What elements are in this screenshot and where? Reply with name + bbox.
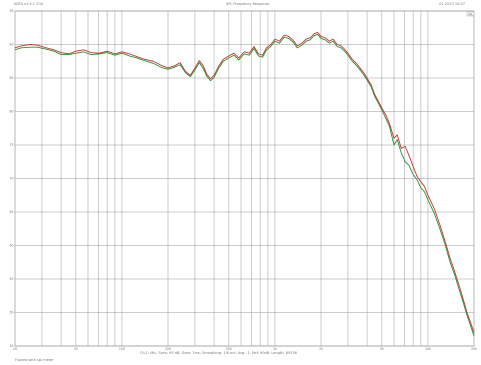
y-tick-label: 50 (9, 311, 13, 315)
y-tick-label: 45 (9, 344, 13, 348)
y-tick-label: 65 (9, 210, 13, 214)
x-tick-label: 20k (471, 347, 477, 351)
x-tick-label: 5k (380, 347, 384, 351)
x-tick-label: 100 (119, 347, 125, 351)
y-tick-label: 60 (9, 244, 13, 248)
y-tick-label: 85 (9, 76, 13, 80)
x-tick-label: 50 (74, 347, 78, 351)
legend-box (466, 11, 475, 17)
series-lines (14, 31, 475, 337)
x-tick-label: 1k (273, 347, 277, 351)
y-tick-label: 75 (9, 143, 13, 147)
chart-title: SPL Frequency Response (226, 2, 270, 6)
x-tick-label: 10k (425, 347, 431, 351)
x-tick-label: 20 (13, 347, 17, 351)
y-tick-label: 55 (9, 277, 13, 281)
y-tick-label: 90 (9, 43, 13, 47)
header-left-text: ARTA v1.9.1 ©IA (14, 2, 43, 6)
series-line-1 (14, 31, 475, 333)
footer-info: Ch.1: Mic, Sens: 95 dB; Gate: 7ms; Smoot… (140, 351, 297, 355)
x-tick-label: 2k (319, 347, 323, 351)
y-tick-label: 70 (9, 177, 13, 181)
footer-note: Fsaved with spl meter (15, 358, 54, 362)
legend-label: SPL (468, 12, 473, 16)
y-tick-label: 80 (9, 110, 13, 114)
x-tick-label: 500 (226, 347, 232, 351)
header-right-text: 01-2023 10:47 (439, 2, 465, 6)
y-tick-label: 95 (9, 9, 13, 13)
grid (15, 10, 474, 347)
x-tick-label: 200 (165, 347, 171, 351)
series-line-2 (14, 34, 475, 337)
legend: SPL (466, 11, 475, 17)
